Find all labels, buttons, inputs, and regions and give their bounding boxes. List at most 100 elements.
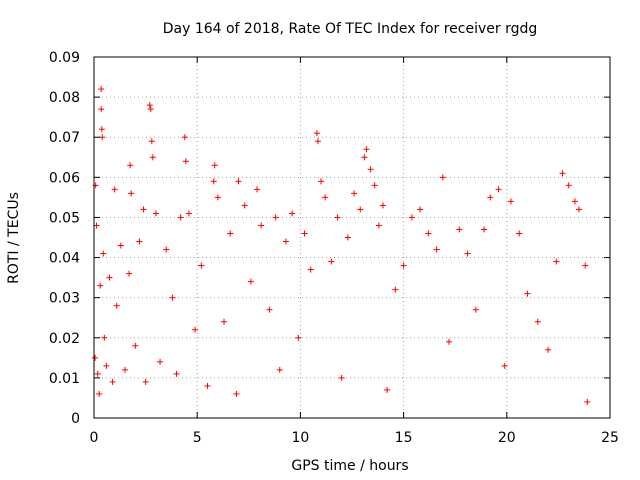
data-point bbox=[121, 366, 128, 373]
y-tick-label: 0.08 bbox=[49, 90, 80, 106]
data-point bbox=[149, 154, 156, 161]
data-point bbox=[446, 338, 453, 345]
data-point bbox=[204, 382, 211, 389]
data-point bbox=[127, 162, 134, 169]
data-point bbox=[439, 174, 446, 181]
data-point bbox=[185, 210, 192, 217]
grid-lines bbox=[94, 57, 610, 418]
data-point bbox=[576, 206, 583, 213]
y-tick-label: 0.01 bbox=[49, 371, 80, 387]
data-point bbox=[94, 370, 101, 377]
data-point bbox=[314, 138, 321, 145]
data-point bbox=[258, 222, 265, 229]
data-point bbox=[163, 246, 170, 253]
data-point bbox=[282, 238, 289, 245]
data-point bbox=[495, 186, 502, 193]
data-point bbox=[379, 202, 386, 209]
data-point bbox=[132, 342, 139, 349]
data-point bbox=[307, 266, 314, 273]
data-point bbox=[233, 390, 240, 397]
x-tick-label: 0 bbox=[90, 430, 99, 446]
data-point bbox=[565, 182, 572, 189]
y-tick-label: 0.03 bbox=[49, 291, 80, 307]
data-point bbox=[181, 134, 188, 141]
data-point bbox=[571, 198, 578, 205]
axis-ticks bbox=[93, 56, 611, 419]
data-point bbox=[363, 146, 370, 153]
data-point bbox=[392, 286, 399, 293]
x-tick-label: 20 bbox=[498, 430, 516, 446]
x-axis-label: GPS time / hours bbox=[291, 458, 408, 474]
data-point bbox=[241, 202, 248, 209]
data-point bbox=[584, 398, 591, 405]
data-point bbox=[501, 362, 508, 369]
data-point bbox=[192, 326, 199, 333]
data-point bbox=[318, 178, 325, 185]
data-point bbox=[98, 126, 105, 133]
data-point bbox=[221, 318, 228, 325]
data-point bbox=[295, 334, 302, 341]
data-point bbox=[173, 370, 180, 377]
y-tick-label: 0.07 bbox=[49, 130, 80, 146]
data-point bbox=[103, 362, 110, 369]
data-point bbox=[553, 258, 560, 265]
data-point bbox=[136, 238, 143, 245]
data-point bbox=[276, 366, 283, 373]
data-point bbox=[227, 230, 234, 237]
plot-frame bbox=[93, 56, 611, 419]
data-point bbox=[157, 358, 164, 365]
data-point bbox=[524, 290, 531, 297]
data-point bbox=[408, 214, 415, 221]
data-point bbox=[214, 194, 221, 201]
tick-labels: 0 5 10 15 20 25 0 0.01 0.02 0.03 0.04 0.05 0.06 0.07 0… bbox=[49, 50, 619, 446]
x-tick-label: 5 bbox=[193, 430, 202, 446]
data-point bbox=[375, 222, 382, 229]
data-point bbox=[92, 354, 99, 361]
data-point bbox=[117, 242, 124, 249]
data-point bbox=[177, 214, 184, 221]
data-point bbox=[301, 230, 308, 237]
chart-title: Day 164 of 2018, Rate Of TEC Index for r… bbox=[163, 21, 538, 37]
y-tick-label: 0.06 bbox=[49, 170, 80, 186]
y-tick-label: 0.05 bbox=[49, 210, 80, 226]
data-point bbox=[106, 274, 113, 281]
data-point bbox=[371, 182, 378, 189]
data-point bbox=[516, 230, 523, 237]
x-tick-label: 10 bbox=[291, 430, 309, 446]
data-point bbox=[254, 186, 261, 193]
data-point bbox=[328, 258, 335, 265]
data-point bbox=[97, 282, 104, 289]
data-point bbox=[98, 106, 105, 113]
data-point bbox=[266, 306, 273, 313]
data-point bbox=[357, 206, 364, 213]
data-point bbox=[99, 134, 106, 141]
data-point bbox=[101, 334, 108, 341]
data-point bbox=[472, 306, 479, 313]
data-point bbox=[400, 262, 407, 269]
y-tick-label: 0.09 bbox=[49, 50, 80, 66]
data-point bbox=[147, 106, 154, 113]
data-point bbox=[545, 346, 552, 353]
data-point bbox=[111, 186, 118, 193]
y-tick-label: 0.04 bbox=[49, 251, 80, 267]
data-point bbox=[272, 214, 279, 221]
data-point bbox=[247, 278, 254, 285]
data-point bbox=[210, 178, 217, 185]
data-point bbox=[361, 154, 368, 161]
data-point bbox=[140, 206, 147, 213]
data-point bbox=[322, 194, 329, 201]
data-point bbox=[351, 190, 358, 197]
y-axis-label: ROTI / TECUs bbox=[6, 192, 22, 284]
data-point bbox=[334, 214, 341, 221]
data-point bbox=[146, 102, 153, 109]
data-point bbox=[96, 390, 103, 397]
data-point bbox=[198, 262, 205, 269]
data-point bbox=[100, 250, 107, 257]
data-point bbox=[464, 250, 471, 257]
data-point bbox=[169, 294, 176, 301]
data-point bbox=[384, 386, 391, 393]
data-point bbox=[425, 230, 432, 237]
x-tick-label: 15 bbox=[395, 430, 413, 446]
data-point bbox=[289, 210, 296, 217]
